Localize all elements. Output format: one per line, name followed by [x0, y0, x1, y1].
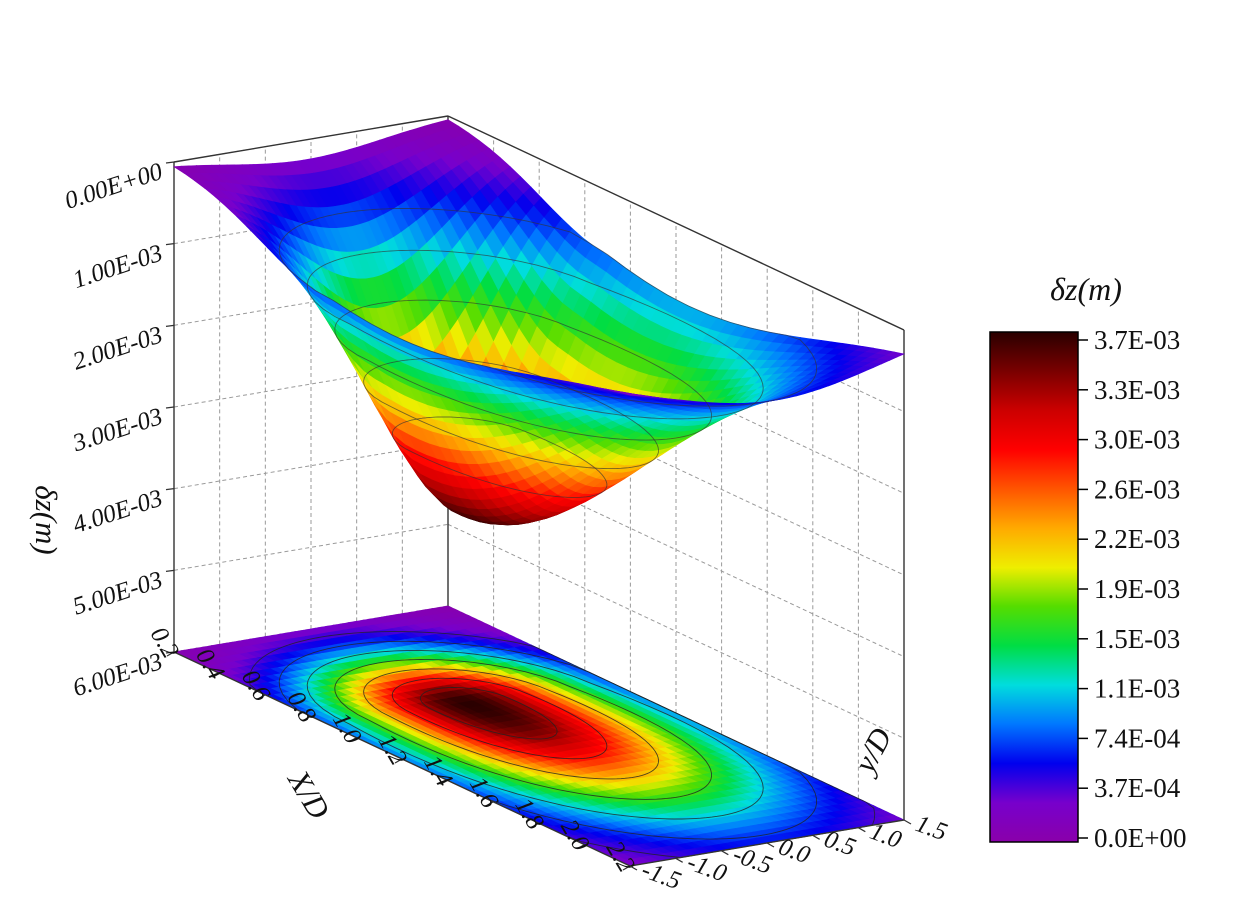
- z-axis-title: δz(m): [29, 485, 64, 555]
- colorbar-tick-label: 3.3E-03: [1094, 375, 1180, 405]
- colorbar-gradient: [989, 331, 1079, 843]
- x-axis-title: X/D: [280, 762, 337, 825]
- colorbar-tick-label: 1.5E-03: [1094, 624, 1180, 654]
- colorbar-tick-label: 0.0E+00: [1094, 823, 1186, 853]
- z-tick-label: 2.00E-03: [70, 321, 166, 375]
- contour-map-floor: [172, 605, 906, 867]
- z-tick-label: 4.00E-03: [70, 485, 166, 539]
- z-tick-label: 6.00E-03: [70, 648, 166, 702]
- z-tick-label: 1.00E-03: [70, 240, 166, 294]
- colorbar-tick-label: 1.1E-03: [1094, 674, 1180, 704]
- y-axis-title: y/D: [845, 722, 898, 781]
- colorbar-title: δz(m): [1050, 271, 1122, 307]
- colorbar-tick-label: 2.2E-03: [1094, 524, 1180, 554]
- z-axis-ticks: 0.00E+00 1.00E-03 2.00E-03 3.00E-03 4.00E-03…: [62, 158, 175, 702]
- y-tick-label: -1.0: [684, 849, 731, 888]
- colorbar-tick-label: 7.4E-04: [1094, 723, 1181, 753]
- colorbar-tick-label: 2.6E-03: [1094, 474, 1180, 504]
- contour-lines-surface: [278, 208, 818, 498]
- z-tick-label: 3.00E-03: [69, 403, 166, 458]
- colorbar-ticks: 3.7E-03 3.3E-03 3.0E-03 2.6E-03 2.2E-03 1.9E-…: [1078, 325, 1186, 853]
- colorbar-tick-label: 3.7E-03: [1094, 325, 1180, 355]
- y-tick-label: -0.5: [729, 841, 775, 880]
- z-tick-label: 5.00E-03: [70, 566, 166, 620]
- y-tick-label: -1.5: [638, 856, 684, 895]
- colorbar-tick-label: 1.9E-03: [1094, 574, 1180, 604]
- z-tick-label: 0.00E+00: [62, 158, 167, 215]
- colorbar-tick-label: 3.0E-03: [1094, 425, 1180, 455]
- y-tick-label: 1.5: [912, 810, 951, 846]
- colorbar-tick-label: 3.7E-04: [1094, 773, 1181, 803]
- deformation-surface: [172, 119, 906, 526]
- colorbar: δz(m) 3.7E-03 3.3E-03 3.0E-03 2.6E-03 2.2E-0…: [989, 271, 1186, 853]
